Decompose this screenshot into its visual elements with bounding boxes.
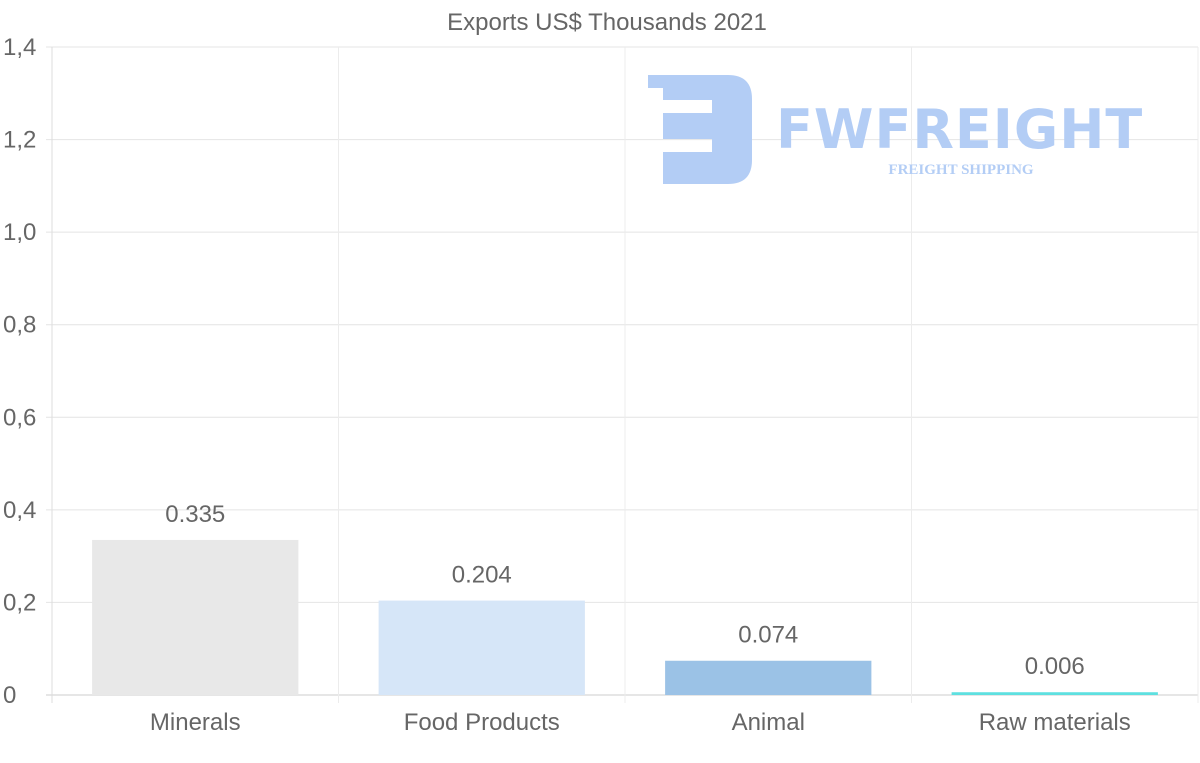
y-tick-label: 1,0 [3, 219, 36, 246]
data-label: 0.335 [165, 501, 225, 528]
y-tick-label: 0,8 [3, 312, 36, 339]
y-tick-label: 0,6 [3, 404, 36, 431]
y-tick-label: 0,2 [3, 589, 36, 616]
data-label: 0.204 [452, 562, 512, 589]
bar-raw-materials [951, 692, 1158, 695]
y-tick-label: 1,2 [3, 127, 36, 154]
x-tick-label: Food Products [404, 709, 560, 736]
bar-animal [665, 660, 872, 695]
fwfreight-logo-icon [648, 75, 752, 184]
watermark-tagline: FREIGHT SHIPPING [888, 162, 1033, 178]
x-axis-ticks: Minerals Food Products Animal Raw materials [150, 709, 1131, 736]
x-tick-label: Animal [732, 709, 805, 736]
bars [92, 539, 1158, 695]
data-label: 0.006 [1025, 653, 1085, 680]
y-tick-label: 0 [3, 682, 16, 709]
watermark-brand-name: FWFREIGHT [776, 98, 1143, 161]
fwfreight-watermark: FWFREIGHT FREIGHT SHIPPING [648, 75, 1143, 184]
x-tick-label: Minerals [150, 709, 241, 736]
y-tick-label: 1,4 [3, 34, 36, 61]
bar-food-products [378, 600, 585, 695]
data-labels: 0.335 0.204 0.074 0.006 [165, 501, 1085, 680]
data-label: 0.074 [738, 622, 798, 649]
x-tick-label: Raw materials [979, 709, 1131, 736]
y-axis-ticks: 0 0,2 0,4 0,6 0,8 1,0 1,2 1,4 [3, 34, 36, 709]
y-tick-label: 0,4 [3, 497, 36, 524]
bar-minerals [92, 539, 299, 695]
chart-title: Exports US$ Thousands 2021 [447, 9, 767, 36]
